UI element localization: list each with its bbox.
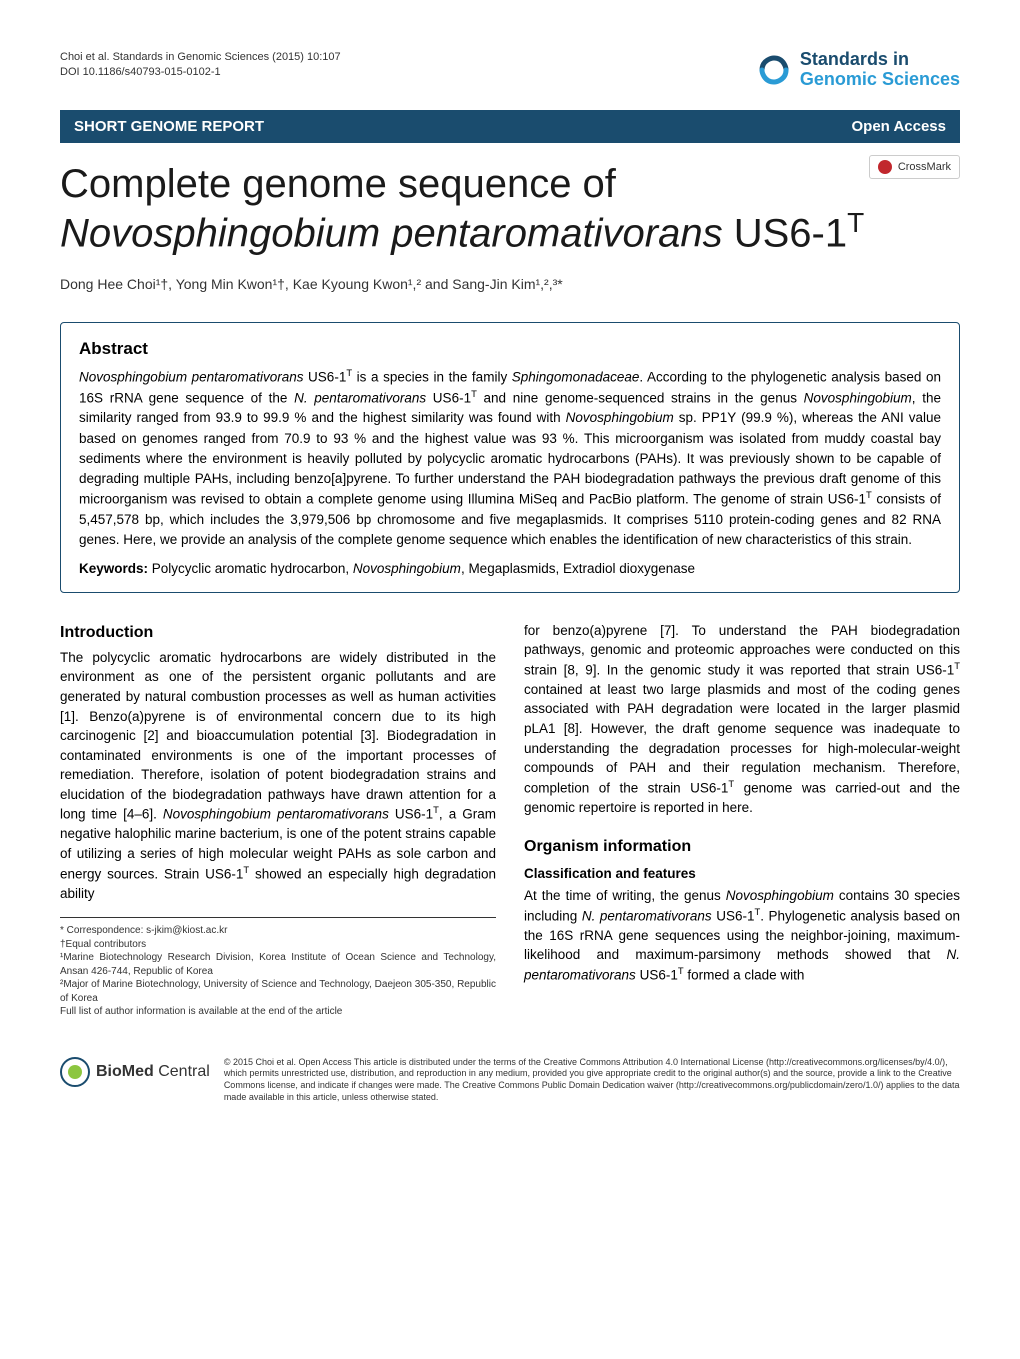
equal-contributors: †Equal contributors	[60, 938, 496, 952]
article-title: Complete genome sequence of Novosphingob…	[60, 161, 960, 256]
title-sup: T	[847, 207, 864, 238]
title-post: US6-1	[723, 211, 848, 255]
introduction-heading: Introduction	[60, 621, 496, 644]
title-pre: Complete genome sequence of	[60, 162, 616, 206]
doi-text: DOI 10.1186/s40793-015-0102-1	[60, 65, 341, 80]
introduction-body: The polycyclic aromatic hydrocarbons are…	[60, 648, 496, 903]
organism-body: At the time of writing, the genus Novosp…	[524, 886, 960, 985]
left-column: Introduction The polycyclic aromatic hyd…	[60, 621, 496, 1019]
affiliation-2: ²Major of Marine Biotechnology, Universi…	[60, 978, 496, 1005]
affiliation-1: ¹Marine Biotechnology Research Division,…	[60, 951, 496, 978]
citation-block: Choi et al. Standards in Genomic Science…	[60, 50, 341, 81]
bmc-icon	[60, 1057, 90, 1087]
abstract-heading: Abstract	[79, 339, 941, 359]
footnotes: * Correspondence: s-jkim@kiost.ac.kr †Eq…	[60, 917, 496, 1019]
introduction-continued: for benzo(a)pyrene [7]. To understand th…	[524, 621, 960, 818]
full-author-info: Full list of author information is avail…	[60, 1005, 496, 1019]
title-species: Novosphingobium pentaromativorans	[60, 211, 723, 255]
crossmark-badge[interactable]: CrossMark	[869, 155, 960, 179]
brand-line2: Genomic Sciences	[800, 70, 960, 90]
right-column: for benzo(a)pyrene [7]. To understand th…	[524, 621, 960, 1019]
footer-row: BioMed Central © 2015 Choi et al. Open A…	[60, 1047, 960, 1104]
brand-text: Standards in Genomic Sciences	[800, 50, 960, 90]
journal-brand: Standards in Genomic Sciences	[756, 50, 960, 90]
crossmark-icon	[878, 160, 892, 174]
keywords-label: Keywords:	[79, 561, 148, 576]
spacer	[524, 817, 960, 835]
open-access-label: Open Access	[852, 118, 947, 135]
bmc-name-a: BioMed	[96, 1063, 154, 1080]
organism-subheading: Classification and features	[524, 864, 960, 884]
citation-text: Choi et al. Standards in Genomic Science…	[60, 50, 341, 65]
sigs-logo-icon	[756, 52, 792, 88]
biomed-central-logo: BioMed Central	[60, 1057, 210, 1087]
header-row: Choi et al. Standards in Genomic Science…	[60, 50, 960, 90]
section-bar: SHORT GENOME REPORT Open Access	[60, 110, 960, 143]
crossmark-label: CrossMark	[898, 161, 951, 173]
correspondence: * Correspondence: s-jkim@kiost.ac.kr	[60, 924, 496, 938]
authors-line: Dong Hee Choi¹†, Yong Min Kwon¹†, Kae Ky…	[60, 276, 960, 292]
bmc-name-b: Central	[154, 1063, 210, 1080]
abstract-body: Novosphingobium pentaromativorans US6-1T…	[79, 367, 941, 551]
brand-line1: Standards in	[800, 50, 960, 70]
keywords-line: Keywords: Polycyclic aromatic hydrocarbo…	[79, 561, 941, 576]
bmc-text: BioMed Central	[96, 1063, 210, 1081]
abstract-box: Abstract Novosphingobium pentaromativora…	[60, 322, 960, 593]
keywords-values: Polycyclic aromatic hydrocarbon, Novosph…	[148, 561, 695, 576]
organism-heading: Organism information	[524, 835, 960, 858]
section-type: SHORT GENOME REPORT	[74, 118, 264, 135]
license-text: © 2015 Choi et al. Open Access This arti…	[224, 1057, 960, 1104]
body-columns: Introduction The polycyclic aromatic hyd…	[60, 621, 960, 1019]
